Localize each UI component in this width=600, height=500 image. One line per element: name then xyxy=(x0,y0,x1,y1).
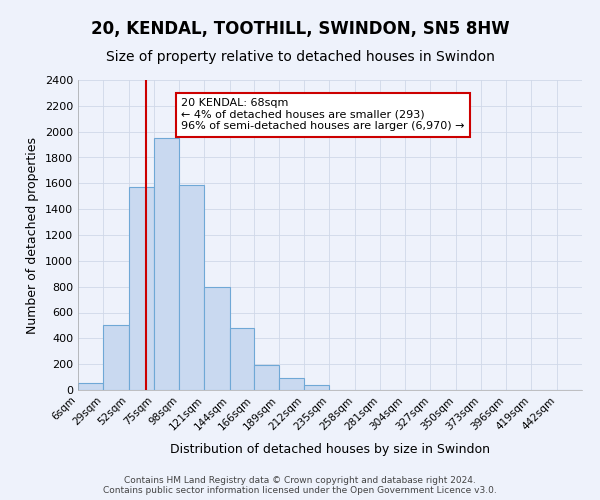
Text: Size of property relative to detached houses in Swindon: Size of property relative to detached ho… xyxy=(106,50,494,64)
Y-axis label: Number of detached properties: Number of detached properties xyxy=(26,136,40,334)
Bar xyxy=(103,326,128,390)
Bar xyxy=(230,328,254,390)
Bar xyxy=(279,378,304,390)
X-axis label: Distribution of detached houses by size in Swindon: Distribution of detached houses by size … xyxy=(170,443,490,456)
Text: Contains public sector information licensed under the Open Government Licence v3: Contains public sector information licen… xyxy=(103,486,497,495)
Text: 20, KENDAL, TOOTHILL, SWINDON, SN5 8HW: 20, KENDAL, TOOTHILL, SWINDON, SN5 8HW xyxy=(91,20,509,38)
Bar xyxy=(128,186,154,390)
Bar xyxy=(254,366,279,390)
Bar xyxy=(179,186,204,390)
Bar xyxy=(154,138,179,390)
Text: 20 KENDAL: 68sqm
← 4% of detached houses are smaller (293)
96% of semi-detached : 20 KENDAL: 68sqm ← 4% of detached houses… xyxy=(181,98,465,132)
Bar xyxy=(304,386,329,390)
Bar xyxy=(78,383,103,390)
Bar xyxy=(204,286,230,390)
Text: Contains HM Land Registry data © Crown copyright and database right 2024.: Contains HM Land Registry data © Crown c… xyxy=(124,476,476,485)
